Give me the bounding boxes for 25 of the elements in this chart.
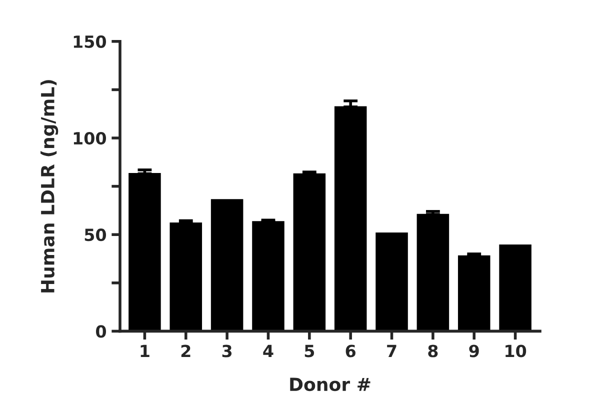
x-tick-label: 5	[304, 344, 314, 358]
bar	[334, 106, 367, 332]
y-axis-title: Human LDLR (ng/mL)	[40, 80, 58, 292]
bar	[210, 199, 244, 332]
x-tick-label: 4	[263, 344, 274, 358]
bar	[499, 244, 532, 332]
x-tick-label: 8	[428, 344, 438, 358]
x-tick-label: 6	[346, 344, 356, 358]
x-tick-label: 7	[387, 344, 396, 358]
bar	[252, 221, 284, 332]
bar	[170, 222, 202, 332]
y-tick-label: 150	[74, 35, 106, 48]
bar	[293, 173, 326, 332]
x-tick-label: 1	[140, 344, 150, 358]
x-tick-label: 9	[469, 344, 479, 358]
y-tick-label: 50	[84, 228, 106, 242]
x-tick-label: 3	[222, 344, 232, 358]
x-axis-title: Donor #	[290, 378, 370, 392]
x-tick-label: 2	[181, 344, 190, 358]
bar	[416, 214, 450, 332]
bar	[458, 255, 490, 332]
bar	[376, 232, 408, 332]
y-tick-label: 100	[74, 132, 106, 145]
x-tick-label: 10	[506, 344, 526, 358]
y-tick-label: 0	[96, 325, 106, 338]
